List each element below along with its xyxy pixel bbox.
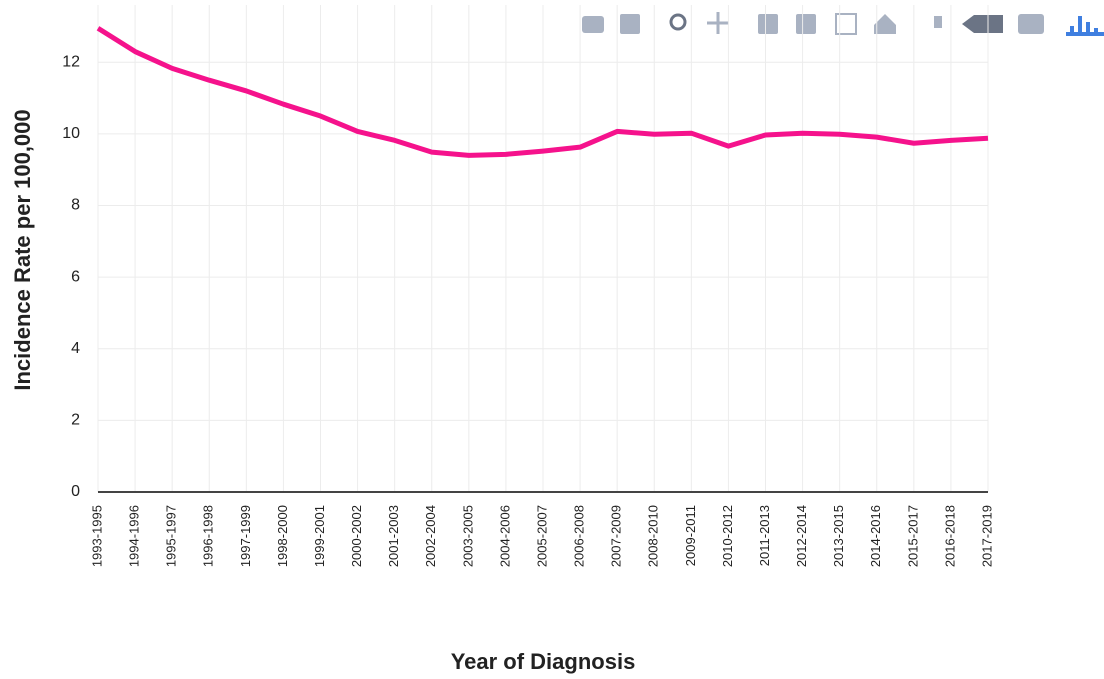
x-tick-label: 2010-2012 [720, 505, 735, 567]
x-tick-label: 2013-2015 [831, 505, 846, 567]
y-tick-label: 0 [71, 483, 80, 500]
x-tick-label: 1993-1995 [89, 505, 104, 567]
toolbar [582, 12, 1104, 36]
x-tick-label: 2002-2004 [423, 505, 438, 567]
x-tick-label: 2011-2013 [757, 505, 772, 566]
x-tick-label: 2007-2009 [609, 505, 624, 567]
zoom-out-icon[interactable] [796, 14, 816, 34]
zoom-icon[interactable] [669, 13, 687, 31]
spike-icon[interactable] [934, 16, 942, 28]
x-axis-title: Year of Diagnosis [451, 649, 636, 674]
x-tick-label: 1997-1999 [238, 505, 253, 567]
y-tick-label: 6 [71, 268, 80, 285]
hover-compare-icon[interactable] [1018, 14, 1044, 34]
x-tick-label: 2003-2005 [460, 505, 475, 567]
save-icon[interactable] [620, 14, 640, 34]
y-tick-label: 12 [62, 54, 80, 71]
x-tick-label: 2014-2016 [868, 505, 883, 567]
plot-area [97, 5, 989, 493]
x-tick-label: 1998-2000 [275, 505, 290, 567]
x-tick-label: 1999-2001 [312, 505, 327, 567]
x-tick-label: 1995-1997 [164, 505, 179, 567]
logo-icon[interactable] [1066, 16, 1104, 36]
x-tick-label: 2009-2011 [683, 505, 698, 566]
x-tick-label: 2016-2018 [942, 505, 957, 567]
x-tick-label: 2012-2014 [794, 505, 809, 567]
y-tick-label: 10 [62, 125, 80, 142]
x-tick-label: 2001-2003 [386, 505, 401, 567]
zoom-in-icon[interactable] [758, 14, 778, 34]
x-tick-label: 2005-2007 [534, 505, 549, 567]
x-tick-label: 1996-1998 [201, 505, 216, 567]
x-tick-label: 2008-2010 [646, 505, 661, 567]
autoscale-icon[interactable] [835, 13, 857, 35]
y-axis-title: Incidence Rate per 100,000 [10, 109, 35, 390]
y-tick-label: 4 [71, 340, 80, 357]
pan-icon[interactable] [707, 12, 729, 34]
line-series [96, 26, 989, 158]
x-tick-label: 2017-2019 [979, 505, 994, 567]
x-tick-label: 2015-2017 [905, 505, 920, 567]
home-icon[interactable] [874, 14, 896, 34]
x-tick-label: 1994-1996 [127, 505, 142, 567]
hover-closest-icon[interactable] [962, 15, 1003, 33]
x-tick-label: 2000-2002 [349, 505, 364, 567]
x-tick-label: 2004-2006 [497, 505, 512, 567]
x-tick-label: 2006-2008 [572, 505, 587, 567]
y-tick-label: 8 [71, 197, 80, 214]
camera-icon[interactable] [582, 16, 604, 33]
y-tick-label: 2 [71, 412, 80, 429]
